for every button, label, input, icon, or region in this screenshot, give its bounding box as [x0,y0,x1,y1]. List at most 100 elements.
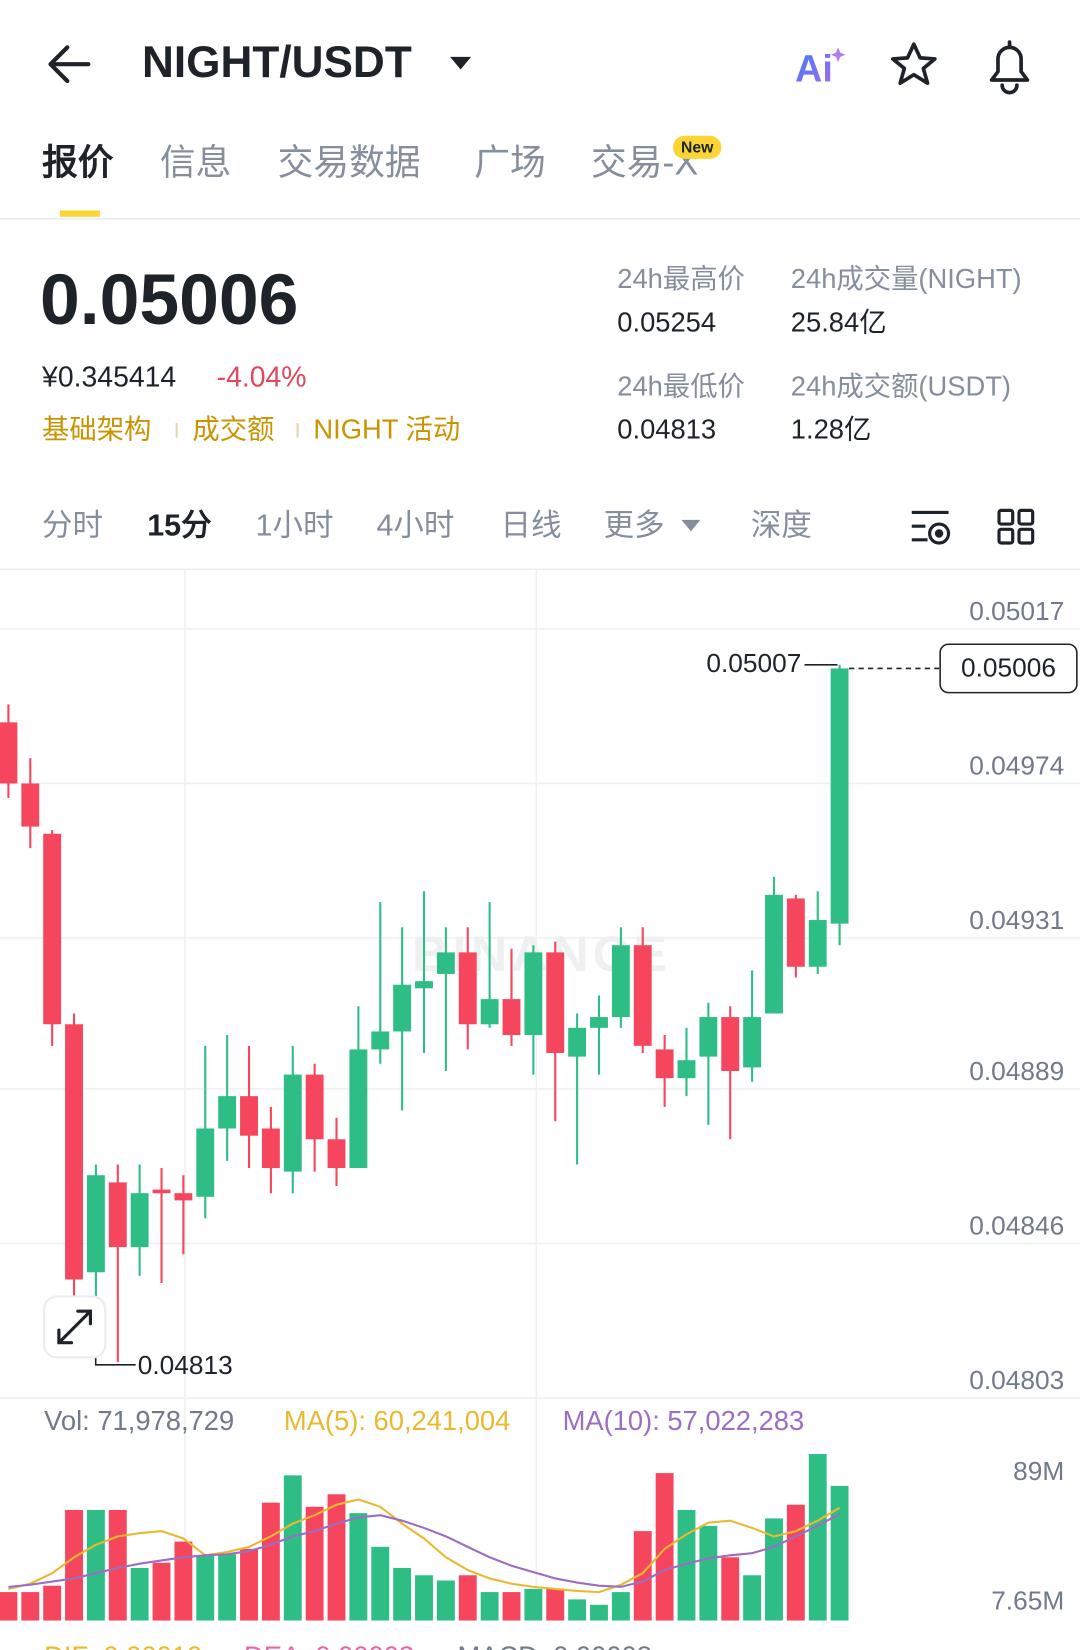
tag[interactable]: NIGHT 活动 [313,414,460,445]
candle-body [108,1182,127,1248]
price-change: -4.04% [217,361,307,393]
candle-body [130,1193,149,1248]
candle-body [0,722,18,784]
volume-bar [283,1475,302,1621]
new-badge-text: New [681,140,714,157]
candle-body [524,952,543,1036]
favorite-button[interactable] [890,42,937,85]
layout-button[interactable] [997,508,1035,545]
stat-value: 1.28亿 [791,414,872,445]
tab[interactable]: 报价 [42,143,114,183]
candle-body [721,1017,740,1071]
volume-bar [568,1599,587,1621]
volume-bar [655,1473,674,1621]
volume-bar [590,1604,608,1621]
volume-bar [240,1548,258,1621]
stat-label: 24h成交额(USDT) [791,371,1011,402]
volume-bar [458,1575,477,1621]
candle-body [633,945,652,1046]
volume-bar [218,1554,237,1621]
candle-body [305,1074,324,1140]
candle-body [655,1049,674,1079]
stat-label: 24h成交量(NIGHT) [791,263,1022,294]
volume-bar [130,1567,149,1621]
stat-label: 24h最高价 [617,263,745,294]
notification-button[interactable] [989,40,1030,95]
volume-bar [633,1531,652,1621]
volume-bar [721,1557,740,1621]
expand-icon [57,1309,93,1345]
candle-body [21,783,40,827]
volume-bar [743,1575,762,1621]
macd-label: DIF: 0.00010 [44,1641,202,1650]
interval[interactable]: 日线 [501,508,562,542]
volume-bar [196,1555,215,1621]
volume-bar [43,1585,62,1621]
macd-label: DEA: 0.00003 [244,1641,414,1650]
interval[interactable]: 1小时 [256,508,334,542]
pair-dropdown[interactable] [450,56,472,70]
candle-body [393,984,412,1032]
ai-sparkle [830,47,846,63]
candle-body [327,1139,346,1169]
candle-body [240,1096,258,1136]
volume-bar [611,1592,630,1621]
candle-body [546,952,565,1054]
volume-bar [371,1546,390,1621]
stat-value: 25.84亿 [791,306,887,337]
y-tick-label: 0.05017 [969,596,1064,626]
interval[interactable]: 4小时 [376,508,454,542]
tag[interactable]: 成交额 [192,414,274,445]
volume-bar [415,1575,433,1621]
candle-body [174,1193,193,1201]
tab[interactable]: 广场 [474,143,545,183]
candle-body [218,1096,237,1129]
candle-body [283,1074,302,1172]
tab[interactable]: 信息 [160,143,231,183]
candle-body [765,894,783,1014]
volume-bar [699,1525,718,1621]
volume-bar [830,1485,849,1621]
tag[interactable]: 基础架构 [42,414,151,445]
candle-body [415,981,433,989]
candle-body [808,920,827,967]
ai-button[interactable]: Ai [795,49,833,91]
last-price-label: 0.05006 [961,652,1056,682]
back-button[interactable] [48,45,91,84]
low-marker [94,1357,136,1366]
candle-body [261,1128,280,1169]
active-tab-indicator [59,210,100,217]
interval[interactable]: 深度 [751,508,812,542]
candle-body [590,1017,608,1028]
volume-bar [65,1509,83,1621]
ma-line [8,1512,841,1588]
pair-title[interactable]: NIGHT/USDT [142,38,412,87]
interval[interactable]: 分时 [42,508,103,542]
chart-settings-button[interactable] [911,510,951,545]
volume-bar [502,1592,521,1621]
volume-bar [808,1454,827,1621]
candle-body [436,952,455,974]
candle-body [349,1049,368,1169]
candle-body [743,1017,762,1068]
volume-bar [480,1592,499,1621]
volume-bar [786,1504,805,1621]
interval[interactable]: 15分 [147,508,212,542]
volume-bar [261,1502,280,1621]
y-tick-label: 0.04846 [969,1211,1064,1241]
y-tick-label: 7.65M [991,1586,1064,1616]
more-dropdown[interactable] [681,519,701,532]
cny-price: ¥0.345414 [41,361,176,393]
candle-body [699,1017,718,1057]
stat-value: 0.05254 [617,306,716,337]
tab[interactable]: 交易数据 [278,143,421,183]
volume-bar [327,1494,346,1621]
y-tick-label: 0.04931 [969,905,1064,935]
high-label: 0.05007 [706,648,801,678]
volume-bar [152,1562,171,1621]
interval[interactable]: 更多 [604,508,665,542]
ma-line [8,1498,841,1594]
last-price-box [939,643,1078,694]
